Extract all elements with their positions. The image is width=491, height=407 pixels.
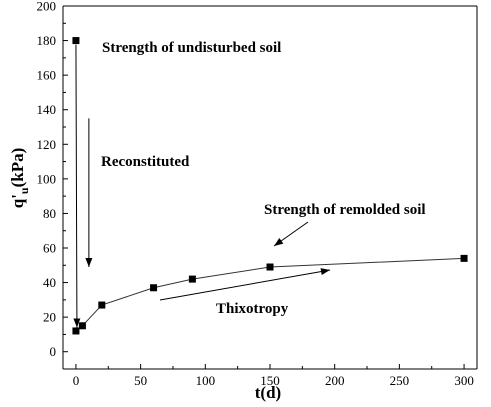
data-point: [72, 327, 80, 335]
undisturbed-to-remolded-arrow: [75, 44, 78, 328]
x-tick-label: 200: [325, 373, 345, 388]
undisturbed-point: [72, 37, 80, 45]
remolded-arrow-head: [274, 237, 284, 246]
y-axis-title-unit: (kPa): [8, 148, 27, 188]
data-point: [188, 275, 196, 283]
data-point: [78, 322, 86, 330]
y-tick-label: 160: [37, 68, 57, 83]
x-tick-label: 100: [196, 373, 216, 388]
thixotropy-arrow: [159, 269, 331, 301]
annotation-undisturbed: Strength of undisturbed soil: [102, 40, 281, 56]
y-tick-label: 0: [50, 344, 57, 359]
data-point: [150, 284, 158, 292]
data-point: [460, 254, 468, 262]
x-tick-label: 0: [73, 373, 80, 388]
y-axis-title-subscript: u: [17, 187, 31, 194]
series: [72, 37, 468, 335]
annotation-remolded: Strength of remolded soil: [264, 202, 426, 218]
x-ticks: 0 50 100 150 200 250 300: [73, 364, 474, 388]
data-point: [98, 301, 106, 309]
y-tick-label: 140: [37, 102, 57, 117]
thixotropy-arrow-head: [320, 268, 330, 276]
x-tick-label: 50: [134, 373, 147, 388]
y-tick-label: 200: [37, 0, 57, 14]
y-axis-title: q'u(kPa): [8, 148, 31, 209]
annotation-reconstituted: Reconstituted: [101, 154, 190, 170]
y-tick-label: 20: [43, 310, 56, 325]
y-tick-label: 180: [37, 33, 57, 48]
annotation-arrows: [73, 44, 331, 328]
y-tick-label: 40: [43, 275, 56, 290]
reconstituted-arrow-head: [85, 258, 93, 268]
y-tick-label: 100: [37, 171, 57, 186]
data-point: [266, 263, 274, 271]
x-tick-label: 300: [454, 373, 474, 388]
y-ticks: 0 20 40 60 80 100 120 140 160 180 200: [37, 0, 68, 359]
y-tick-label: 60: [43, 241, 56, 256]
undisturbed-to-remolded-arrow-head: [73, 318, 81, 328]
x-axis-title: t(d): [255, 383, 281, 402]
y-axis-title-main: q': [8, 194, 27, 208]
x-tick-label: 150: [260, 373, 280, 388]
y-tick-label: 120: [37, 137, 57, 152]
y-tick-label: 80: [43, 206, 56, 221]
x-tick-label: 250: [390, 373, 410, 388]
annotation-thixotropy: Thixotropy: [216, 301, 289, 317]
